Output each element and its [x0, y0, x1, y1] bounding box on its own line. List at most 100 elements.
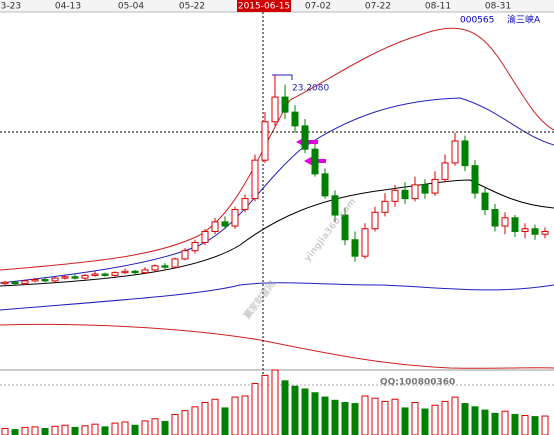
volume-bar [171, 413, 179, 435]
candle-body [491, 209, 499, 227]
candle-body [401, 189, 409, 200]
candle-body [131, 270, 139, 274]
peak-pointer [272, 74, 293, 80]
date-label: 05-22 [179, 2, 205, 12]
volume-bar [261, 374, 269, 435]
peak-label: 23.2080 [292, 84, 329, 94]
volume-bar [191, 406, 199, 435]
candle-body [221, 221, 229, 227]
volume-bar [291, 385, 299, 435]
candle-body [281, 96, 289, 113]
stock-code: 000565 [460, 16, 494, 26]
date-label: 08-11 [425, 2, 451, 12]
volume-bar [511, 413, 519, 435]
candle-body [481, 192, 489, 211]
volume-bar [151, 418, 159, 435]
candle-body [501, 217, 509, 227]
volume-bar [341, 402, 349, 435]
candle-body [151, 265, 159, 271]
volume-bar [301, 388, 309, 435]
volume-bar [21, 426, 29, 435]
ma-blue [0, 97, 554, 284]
candle-body [1, 281, 9, 285]
candle-body [261, 121, 269, 161]
volume-bar [61, 424, 69, 435]
volume-bar [361, 395, 369, 435]
candle-body [341, 214, 349, 241]
candle-body [301, 125, 309, 150]
volume-bar [351, 403, 359, 435]
candle-body [511, 217, 519, 232]
volume-bar [321, 396, 329, 435]
volume-bar [31, 426, 39, 435]
candle-body [191, 241, 199, 252]
candle-body [471, 165, 479, 194]
candle-body [271, 96, 279, 123]
volume-bar [161, 420, 169, 435]
volume-bar [11, 429, 19, 435]
volume-bar [381, 400, 389, 435]
candle-body [361, 228, 369, 257]
candle-body [331, 195, 339, 216]
candle-body [161, 265, 169, 268]
volume-bar [481, 409, 489, 435]
volume-bar [531, 416, 539, 435]
highlight-date-box [237, 0, 291, 12]
volume-bar [71, 426, 79, 435]
volume-bar [401, 407, 409, 435]
volume-bar [281, 380, 289, 435]
volume-bar [241, 395, 249, 435]
volume-bar [51, 425, 59, 435]
volume-bar [201, 402, 209, 435]
volume-bar [181, 410, 189, 435]
candle-body [351, 239, 359, 257]
candle-body [81, 274, 89, 279]
candle-body [141, 269, 149, 274]
volume-bar [121, 421, 129, 435]
volume-bar [541, 415, 549, 435]
volume-bar [331, 399, 339, 435]
candle-body [171, 258, 179, 268]
volume-bar [471, 406, 479, 435]
volume-bar [211, 398, 219, 435]
volume-bar [421, 408, 429, 435]
candle-body [201, 230, 209, 243]
candle-body [431, 178, 439, 194]
qq-watermark: QQ:100800360 [380, 378, 455, 388]
upper-band [0, 27, 554, 271]
stock-name: 渝三峡A [507, 14, 541, 26]
candle-body [371, 211, 379, 230]
candle-body [101, 273, 109, 276]
volume-bar [431, 404, 439, 435]
volume-bar [91, 423, 99, 435]
candle-body [61, 276, 69, 279]
date-label: 03-23 [0, 2, 21, 12]
ma-black [0, 179, 554, 287]
volume-bar [461, 403, 469, 435]
volume-bar [371, 397, 379, 435]
volume-bar [1, 428, 9, 435]
volume-bar [391, 398, 399, 435]
candle-body [441, 162, 449, 180]
candle-body [311, 148, 319, 175]
volume-bar [131, 424, 139, 435]
candle-body [41, 279, 49, 282]
candle-body [91, 273, 99, 276]
candle-body [291, 111, 299, 127]
volume-bar [441, 400, 449, 435]
volume-bar [271, 369, 279, 435]
volume-bar [411, 402, 419, 435]
candle-body [211, 221, 219, 232]
volume-bar [111, 422, 119, 435]
volume-bar [521, 415, 529, 435]
volume-bar [231, 396, 239, 435]
volume-bar [141, 420, 149, 435]
candle-body [521, 228, 529, 232]
candle-body [51, 277, 59, 282]
date-label: 04-13 [55, 2, 81, 12]
date-label: 07-22 [365, 2, 391, 12]
volume-bar [451, 396, 459, 435]
volume-bar [251, 383, 259, 435]
candle-body [241, 198, 249, 211]
